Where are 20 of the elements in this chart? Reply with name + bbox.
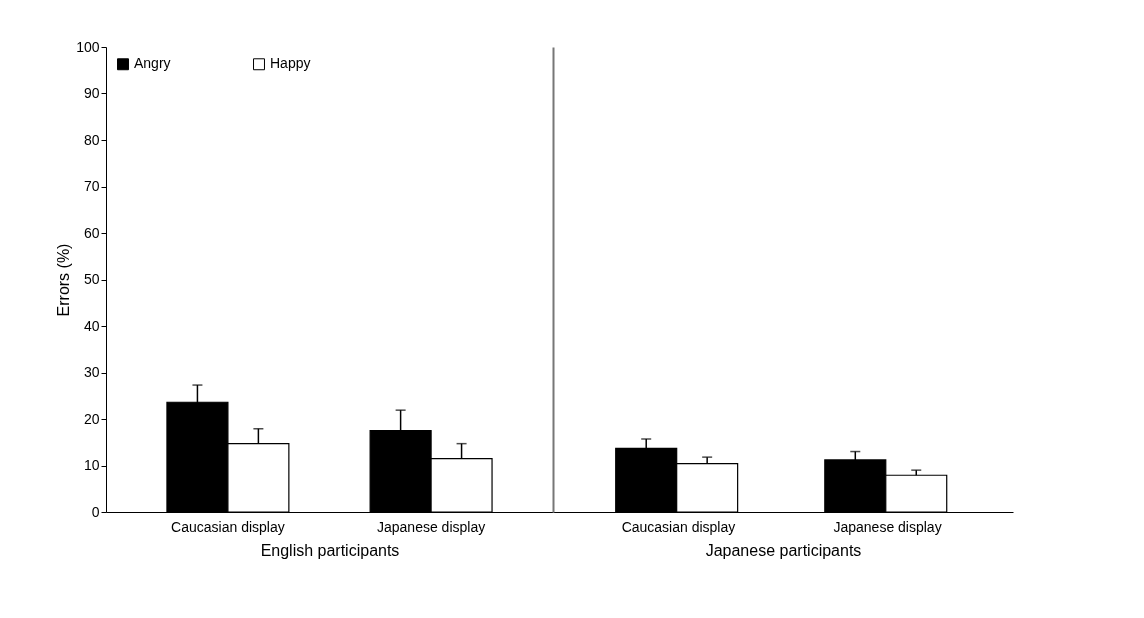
y-tick-label: 20 bbox=[83, 410, 100, 427]
y-axis-title: Errors (%) bbox=[55, 243, 73, 317]
y-tick-label: 50 bbox=[83, 271, 100, 287]
x-tick-label: Caucasian display bbox=[171, 518, 285, 535]
x-axis-title: English participants bbox=[260, 541, 400, 559]
y-tick-label: 40 bbox=[83, 317, 100, 334]
x-tick-label: Japanese display bbox=[377, 518, 486, 535]
x-tick-label: Caucasian display bbox=[621, 518, 736, 535]
y-tick-label: 100 bbox=[76, 38, 100, 55]
y-tick-label: 10 bbox=[83, 457, 100, 473]
legend-label: Angry bbox=[134, 55, 171, 72]
y-tick-label: 60 bbox=[83, 224, 100, 241]
x-axis-title: Japanese participants bbox=[705, 541, 862, 559]
y-tick-label: 30 bbox=[83, 364, 100, 380]
y-tick-label: 90 bbox=[83, 85, 100, 101]
y-tick-label: 80 bbox=[83, 131, 100, 148]
y-tick-label: 70 bbox=[83, 178, 100, 194]
y-tick-label: 0 bbox=[91, 503, 100, 520]
x-tick-label: Japanese display bbox=[833, 518, 942, 535]
legend-label: Happy bbox=[270, 55, 311, 72]
